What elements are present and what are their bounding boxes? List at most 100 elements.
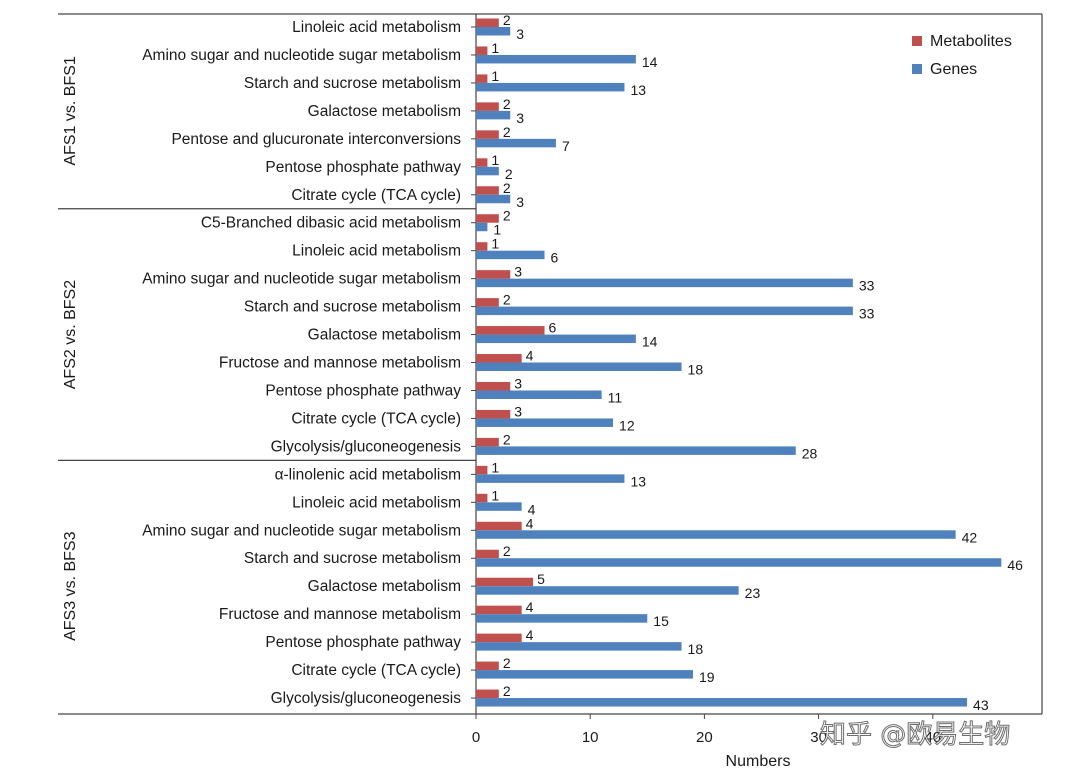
bar-genes <box>476 250 545 260</box>
value-label-metabolites: 2 <box>503 292 511 308</box>
value-label-genes: 4 <box>528 501 536 517</box>
bar-metabolites <box>476 102 499 111</box>
value-label-genes: 33 <box>859 306 875 322</box>
bar-genes <box>476 110 511 120</box>
value-label-genes: 2 <box>505 166 513 182</box>
value-label-metabolites: 2 <box>503 543 511 559</box>
bar-metabolites <box>476 298 499 307</box>
bar-metabolites <box>476 465 488 475</box>
bar-genes <box>476 166 499 176</box>
bar-genes <box>476 502 522 511</box>
category-label: Pentose phosphate pathway <box>265 382 461 399</box>
value-label-metabolites: 4 <box>526 627 534 643</box>
group-label: AFS2 vs. BFS2 <box>62 280 79 389</box>
value-label-metabolites: 1 <box>491 459 499 475</box>
x-tick-label: 10 <box>582 729 599 746</box>
category-label: Citrate cycle (TCA cycle) <box>291 410 461 427</box>
value-label-genes: 6 <box>551 250 559 266</box>
value-label-metabolites: 2 <box>503 124 511 140</box>
bar-metabolites <box>476 158 488 167</box>
category-label: Amino sugar and nucleotide sugar metabol… <box>142 522 461 539</box>
value-label-genes: 43 <box>973 697 989 713</box>
bar-genes <box>476 586 739 595</box>
bar-genes <box>476 54 636 64</box>
category-label: Amino sugar and nucleotide sugar metabol… <box>142 271 461 288</box>
value-label-metabolites: 2 <box>503 655 511 671</box>
bar-metabolites <box>476 409 511 419</box>
category-label: α-linolenic acid metabolism <box>275 466 461 483</box>
value-label-genes: 3 <box>516 26 524 42</box>
category-label: Linoleic acid metabolism <box>292 19 461 36</box>
legend-label-metabolites: Metabolites <box>930 33 1012 50</box>
bar-genes <box>476 362 682 372</box>
bar-metabolites <box>476 242 488 251</box>
bar-metabolites <box>476 605 522 615</box>
bar-genes <box>476 82 625 92</box>
category-label: Pentose phosphate pathway <box>265 159 461 176</box>
value-label-metabolites: 2 <box>503 683 511 699</box>
category-label: Citrate cycle (TCA cycle) <box>291 662 461 679</box>
value-label-genes: 19 <box>699 669 715 685</box>
value-label-metabolites: 2 <box>503 431 511 447</box>
value-label-metabolites: 2 <box>503 96 511 112</box>
value-label-genes: 3 <box>516 110 524 126</box>
x-axis-label: Numbers <box>726 753 791 770</box>
category-label: C5-Branched dibasic acid metabolism <box>201 215 461 232</box>
bar-metabolites <box>476 46 488 55</box>
value-label-genes: 14 <box>642 54 658 70</box>
value-label-metabolites: 2 <box>503 180 511 196</box>
bar-genes <box>476 474 625 483</box>
category-label: Linoleic acid metabolism <box>292 243 461 260</box>
value-label-genes: 33 <box>859 278 875 294</box>
bar-genes <box>476 278 853 288</box>
value-label-metabolites: 2 <box>503 12 511 28</box>
value-label-metabolites: 1 <box>491 152 499 168</box>
value-label-metabolites: 1 <box>491 68 499 84</box>
bar-genes <box>476 222 488 232</box>
bar-metabolites <box>476 493 488 503</box>
category-label: Galactose metabolism <box>308 103 461 120</box>
value-label-metabolites: 3 <box>514 403 522 419</box>
legend-label-genes: Genes <box>930 61 977 78</box>
bar-genes <box>476 27 511 36</box>
bar-genes <box>476 390 602 399</box>
x-tick-label: 40 <box>924 729 941 746</box>
bar-genes <box>476 642 682 651</box>
bar-metabolites <box>476 74 488 83</box>
category-label: Fructose and mannose metabolism <box>219 606 461 623</box>
value-label-metabolites: 5 <box>537 571 545 587</box>
bar-genes <box>476 614 648 623</box>
value-label-genes: 13 <box>630 82 646 98</box>
group-label: AFS1 vs. BFS1 <box>62 56 79 165</box>
value-label-genes: 14 <box>642 334 658 350</box>
value-label-metabolites: 1 <box>491 487 499 503</box>
value-label-genes: 46 <box>1007 557 1023 573</box>
bar-metabolites <box>476 18 499 27</box>
bars <box>476 18 1002 707</box>
value-label-genes: 1 <box>493 222 501 238</box>
value-label-genes: 11 <box>608 389 623 405</box>
category-label: Pentose and glucuronate interconversions <box>171 131 461 148</box>
watermark: 知乎 @欧易生物 <box>820 720 1010 750</box>
value-label-metabolites: 2 <box>503 208 511 224</box>
bar-metabolites <box>476 633 522 643</box>
bar-metabolites <box>476 186 499 195</box>
bar-metabolites <box>476 130 499 139</box>
bar-genes <box>476 698 968 707</box>
value-labels: 2311411323271223211633323361441831131222… <box>491 12 1023 713</box>
category-label: Galactose metabolism <box>308 578 461 595</box>
x-tick-label: 30 <box>810 729 827 746</box>
bar-genes <box>476 306 853 316</box>
category-label: Citrate cycle (TCA cycle) <box>291 187 461 204</box>
value-label-genes: 18 <box>688 362 704 378</box>
bar-metabolites <box>476 549 499 559</box>
category-label: Galactose metabolism <box>308 327 461 344</box>
value-label-genes: 15 <box>653 613 669 629</box>
bar-metabolites <box>476 354 522 363</box>
category-label: Glycolysis/gluconeogenesis <box>271 438 462 455</box>
value-label-genes: 28 <box>802 445 818 461</box>
legend: Metabolites Genes <box>912 33 1012 78</box>
bar-metabolites <box>476 270 511 279</box>
value-label-genes: 13 <box>630 473 646 489</box>
